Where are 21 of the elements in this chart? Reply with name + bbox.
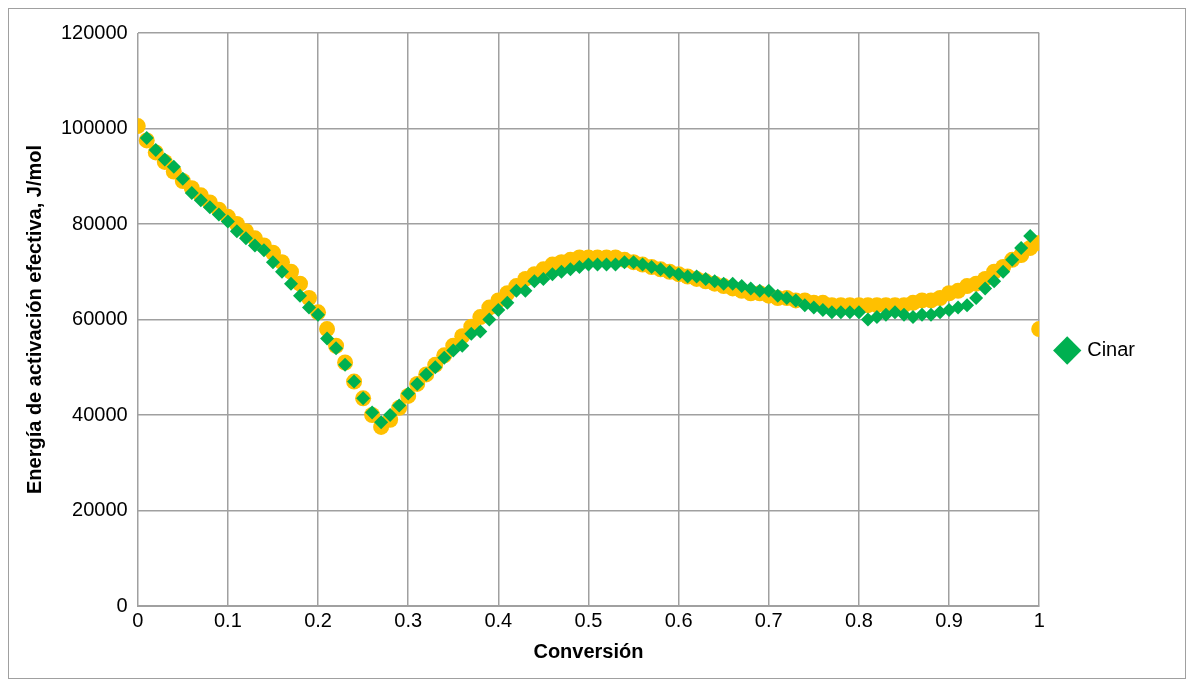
- y-tick-label: 120000: [60, 20, 128, 43]
- x-tick-label: 0.5: [574, 608, 603, 631]
- x-tick-label: 0.1: [213, 608, 242, 631]
- x-tick-label: 0.9: [935, 608, 963, 631]
- x-tick-label: 0: [132, 608, 144, 631]
- x-tick-label: 0.6: [664, 608, 693, 631]
- x-tick-label: 0.7: [754, 608, 783, 631]
- x-tick-label: 0.3: [394, 608, 423, 631]
- y-tick-label: 60000: [72, 307, 128, 330]
- y-tick-label: 100000: [60, 116, 128, 139]
- x-tick-label: 0.8: [845, 608, 873, 631]
- x-tick-label: 1: [1033, 608, 1045, 631]
- y-tick-label: 0: [116, 593, 128, 616]
- x-axis-title: Conversión: [533, 639, 644, 662]
- y-tick-label: 40000: [72, 402, 128, 425]
- y-tick-label: 80000: [72, 211, 128, 234]
- legend-label: Cinar: [1087, 338, 1136, 361]
- y-tick-label: 20000: [72, 498, 128, 521]
- x-tick-label: 0.4: [484, 608, 513, 631]
- y-axis-title: Energía de activación efectiva, J/mol: [22, 144, 45, 495]
- x-tick-label: 0.2: [304, 608, 332, 631]
